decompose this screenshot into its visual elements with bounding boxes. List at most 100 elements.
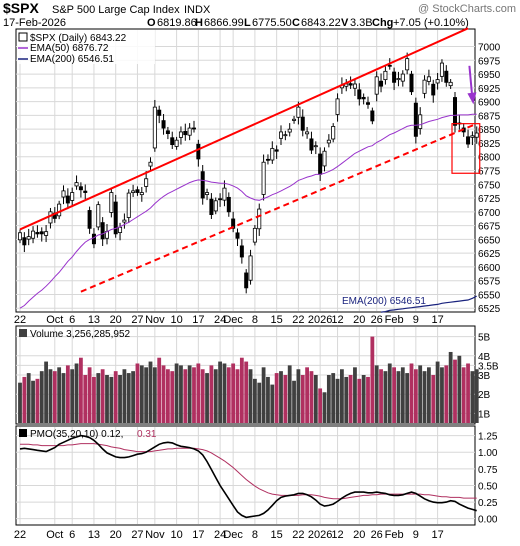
candle-body: [248, 255, 253, 281]
candle-body: [265, 158, 270, 161]
price-tick-label: 6775: [478, 167, 501, 178]
x-tick-label: 27: [131, 314, 143, 326]
volume-label-quote: V: [341, 17, 349, 29]
candle-body: [65, 195, 70, 204]
legend-ema200-text: EMA(200) 6546.51: [30, 54, 114, 65]
volume-bar: [400, 367, 405, 423]
legend-ema50-text: EMA(50) 6876.72: [30, 43, 109, 54]
candle-body: [161, 120, 166, 129]
volume-bar: [444, 365, 449, 423]
candle-body: [418, 114, 423, 129]
pmo-signal-line: [20, 443, 477, 500]
candle-body: [400, 73, 405, 82]
candle-body: [205, 192, 210, 195]
volume-bar: [131, 371, 135, 423]
pmo-legend-signal-value: 0.31: [137, 429, 157, 440]
volume-bar: [357, 378, 362, 423]
price-tick-label: 6700: [478, 208, 501, 219]
pmo-tick-label: 0.00: [478, 515, 498, 526]
volume-tick-label: 4B: [478, 352, 491, 363]
close-value: 6843.22: [301, 17, 341, 29]
candle-body: [405, 58, 410, 71]
quote-line: O 6819.86 H 6866.99 L 6775.50 C 6843.22 …: [147, 17, 469, 29]
x-tick-label: 9: [413, 314, 419, 326]
candle-body: [244, 272, 249, 289]
candle-body: [183, 130, 188, 136]
volume-bar: [248, 369, 253, 423]
volume-bar: [387, 363, 392, 423]
price-tick-label: 6650: [478, 235, 501, 246]
volume-bar: [209, 365, 214, 423]
candle-body: [474, 132, 479, 138]
candle-body: [352, 83, 357, 89]
volume-bar: [409, 363, 414, 423]
volume-bar: [148, 361, 153, 423]
candle-body: [422, 79, 427, 94]
candle-body: [252, 227, 257, 243]
x-tick-label: 13: [88, 314, 100, 326]
volume-bar: [57, 367, 62, 423]
x-tick-label: Dec: [223, 529, 243, 541]
candle-body: [200, 171, 205, 199]
channel-upper-line: [19, 27, 469, 231]
candle-body: [305, 131, 310, 135]
x-tick-label: 8: [252, 529, 258, 541]
arrow-head: [467, 92, 477, 105]
x-tick-label: 10: [170, 529, 182, 541]
volume-bar: [457, 355, 462, 423]
candle-body: [426, 76, 431, 82]
volume-bar: [79, 357, 83, 423]
volume-bar: [379, 369, 383, 423]
candle-body: [196, 143, 201, 160]
candle-body: [326, 139, 331, 144]
candle-body: [444, 70, 449, 83]
volume-bar: [83, 375, 88, 423]
ema200-line: [380, 295, 477, 313]
volume-legend-text: Volume 3,256,285,952: [30, 329, 131, 340]
open-value: 6819.86: [157, 17, 197, 29]
x-tick-label: Feb: [385, 529, 404, 541]
candle-body: [357, 89, 362, 100]
volume-bar: [109, 376, 114, 423]
candle-body: [209, 198, 214, 215]
candle-body: [118, 226, 123, 233]
high-label: H: [195, 17, 203, 29]
volume-bar: [226, 367, 231, 423]
price-tick-label: 6975: [478, 56, 501, 67]
low-value: 6775.50: [252, 17, 292, 29]
volume-tick-label: 5B: [478, 333, 491, 344]
candle-body: [370, 110, 375, 122]
volume-bar: [413, 369, 418, 423]
watermark: @ StockCharts.com: [418, 3, 516, 15]
volume-bar: [287, 365, 292, 423]
x-tick-label: 20: [353, 314, 365, 326]
candle-body: [113, 201, 118, 235]
volume-tick-label: 2B: [478, 390, 491, 401]
candle-body: [387, 64, 392, 67]
channel-lower-line: [80, 122, 478, 293]
x-tick-label: Oct: [46, 314, 63, 326]
volume-bar: [396, 371, 401, 423]
candle-body: [109, 192, 114, 213]
x-tick-label: 17: [431, 529, 443, 541]
volume-tick-label: 3B: [478, 371, 491, 382]
volume-bar: [318, 388, 323, 423]
volume-bar: [239, 357, 244, 423]
volume-legend: Volume 3,256,285,952: [19, 329, 131, 340]
volume-bar: [113, 371, 118, 423]
pmo-tick-label: 0.75: [478, 465, 498, 476]
candle-body: [287, 128, 292, 133]
volume-bar: [205, 373, 209, 423]
candle-body: [239, 245, 244, 258]
pmo-panel: [15, 425, 476, 526]
volume-bar: [305, 367, 309, 423]
change-label: Chg: [372, 17, 393, 29]
x-tick-label: Nov: [145, 529, 165, 541]
volume-bar: [179, 365, 183, 423]
candle-body: [335, 98, 340, 115]
pmo-legend-swatch: [19, 429, 27, 437]
price-axis: 6525 6550 6575 6600 6625 6650 6675 6700 6725 6750…: [478, 43, 501, 316]
candle-body: [270, 148, 275, 161]
